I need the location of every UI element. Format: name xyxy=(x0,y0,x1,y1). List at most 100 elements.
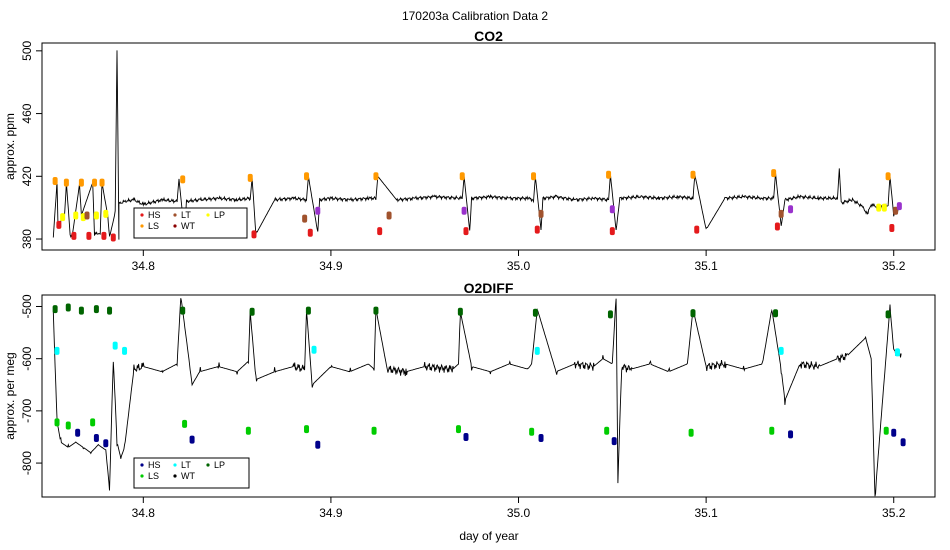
data-point-wt xyxy=(315,206,321,215)
legend-box xyxy=(133,457,250,489)
data-point-ls xyxy=(371,426,377,435)
data-point-lp xyxy=(773,309,779,318)
data-point-ls xyxy=(304,425,310,434)
data-point-hs xyxy=(93,434,99,443)
legend-swatch xyxy=(140,474,144,478)
x-tick-label: 34.8 xyxy=(132,506,156,520)
data-point-ls xyxy=(99,178,105,187)
panel-title: O2DIFF xyxy=(464,280,514,296)
data-point-hs xyxy=(609,227,615,236)
y-tick-label: 460 xyxy=(20,103,34,123)
y-tick-label: -600 xyxy=(20,346,34,370)
data-point-ls xyxy=(690,170,696,179)
data-point-ls xyxy=(92,178,98,187)
co2-panel: CO2 approx. ppm 34.8 34.9 35.0 35.1 35.2 380 420… xyxy=(3,28,936,273)
data-point-lp xyxy=(373,306,379,315)
legend-label: LP xyxy=(214,460,225,470)
data-point-wt xyxy=(461,206,467,215)
data-point-ls xyxy=(304,172,310,181)
data-point-hs xyxy=(315,440,321,449)
x-tick-label: 35.1 xyxy=(694,506,718,520)
data-point-ls xyxy=(529,427,535,436)
x-tick-label: 35.2 xyxy=(882,506,906,520)
data-point-lp xyxy=(876,203,882,212)
data-point-ls xyxy=(604,426,610,435)
data-point-lp xyxy=(93,305,99,314)
legend-label: WT xyxy=(181,221,195,231)
data-point-hs xyxy=(189,435,195,444)
data-point-lp xyxy=(52,305,58,314)
series-line xyxy=(52,298,902,497)
plot-area xyxy=(52,298,906,497)
data-point-lp xyxy=(607,310,613,319)
figure-title: 170203a Calibration Data 2 xyxy=(402,9,548,23)
data-point-lp xyxy=(885,310,891,319)
data-point-hs xyxy=(101,231,107,240)
data-point-hs xyxy=(534,225,540,234)
data-point-lp xyxy=(93,211,99,220)
series-line xyxy=(52,50,902,240)
x-tick-label: 34.8 xyxy=(132,259,156,273)
data-point-hs xyxy=(538,434,544,443)
y-tick-label: -800 xyxy=(20,451,34,475)
data-point-hs xyxy=(463,432,469,441)
data-point-lp xyxy=(60,213,66,222)
data-point-lp xyxy=(532,308,538,317)
data-point-ls xyxy=(531,172,537,181)
data-point-ls xyxy=(885,172,891,181)
data-point-ls xyxy=(180,175,186,184)
data-point-wt xyxy=(896,202,902,211)
legend-box xyxy=(133,207,248,239)
data-point-hs xyxy=(110,233,116,242)
legend-label: WT xyxy=(181,471,195,481)
data-point-hs xyxy=(71,231,77,240)
y-tick-label: -700 xyxy=(20,399,34,423)
data-point-lt xyxy=(112,341,118,350)
data-point-wt xyxy=(609,205,615,214)
data-point-hs xyxy=(307,228,313,237)
data-point-ls xyxy=(771,169,777,178)
legend-swatch xyxy=(140,213,144,217)
data-point-ls xyxy=(65,421,71,430)
data-point-lp xyxy=(881,203,887,212)
plot-area xyxy=(52,50,902,242)
data-point-lp xyxy=(80,213,86,222)
data-point-hs xyxy=(788,430,794,439)
legend-swatch xyxy=(206,213,210,217)
data-point-hs xyxy=(86,231,92,240)
data-point-lp xyxy=(249,307,255,316)
x-tick-label: 35.1 xyxy=(694,259,718,273)
legend-swatch xyxy=(173,224,177,228)
data-point-ls xyxy=(606,170,612,179)
data-point-ls xyxy=(373,172,379,181)
data-point-ls xyxy=(54,418,60,427)
y-tick-label: 500 xyxy=(20,41,34,61)
data-point-hs xyxy=(891,428,897,437)
data-point-lp xyxy=(73,211,79,220)
y-axis-title: approx. ppm xyxy=(3,113,17,180)
data-point-wt xyxy=(788,205,794,214)
legend-swatch xyxy=(140,224,144,228)
data-point-ls xyxy=(769,426,775,435)
data-point-ls xyxy=(78,178,84,187)
data-point-ls xyxy=(247,173,253,182)
panel-title: CO2 xyxy=(474,28,503,44)
data-point-lp xyxy=(107,306,113,315)
legend-swatch xyxy=(173,213,177,217)
data-point-lt xyxy=(778,209,784,218)
legend-swatch xyxy=(140,463,144,467)
x-tick-label: 35.0 xyxy=(507,506,531,520)
y-axis-title: approx. per meg xyxy=(3,352,17,439)
data-point-lt xyxy=(538,209,544,218)
data-point-lp xyxy=(690,309,696,318)
data-point-lt xyxy=(893,206,899,215)
legend-label: HS xyxy=(148,210,161,220)
data-point-ls xyxy=(52,177,58,185)
data-point-lt xyxy=(534,346,540,355)
y-tick-label: -500 xyxy=(20,294,34,318)
data-point-lt xyxy=(54,346,60,355)
data-point-hs xyxy=(611,437,617,446)
data-point-ls xyxy=(883,426,889,435)
x-tick-label: 34.9 xyxy=(319,506,343,520)
